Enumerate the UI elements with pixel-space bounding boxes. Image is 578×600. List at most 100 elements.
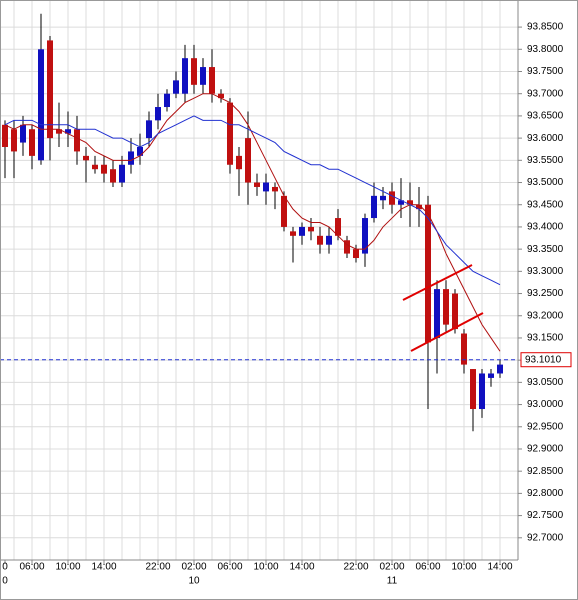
y-tick-label: 93.7000 xyxy=(527,88,564,99)
x-tick-label: 14:00 xyxy=(289,562,314,573)
candle-body xyxy=(488,373,494,378)
candle-body xyxy=(20,124,26,143)
y-tick-label: 93.1500 xyxy=(527,333,564,344)
candle-body xyxy=(74,129,80,152)
candle-body xyxy=(65,129,71,134)
y-tick-label: 93.5000 xyxy=(527,177,564,188)
candle-body xyxy=(137,146,143,156)
y-tick-label: 93.2500 xyxy=(527,288,564,299)
candle-body xyxy=(434,289,440,338)
x-tick-label: 02:00 xyxy=(181,562,206,573)
y-tick-label: 93.6500 xyxy=(527,111,564,122)
candle-body xyxy=(2,124,8,147)
candle-body xyxy=(389,191,395,205)
day-label: 11 xyxy=(387,576,398,587)
y-tick-label: 93.0500 xyxy=(527,377,564,388)
last-price-box xyxy=(520,352,572,368)
candle-body xyxy=(155,107,161,121)
candle-body xyxy=(146,120,152,139)
candle-body xyxy=(371,195,377,219)
x-tick-label: 10:00 xyxy=(451,562,476,573)
y-tick-label: 92.9000 xyxy=(527,444,564,455)
candle-body xyxy=(101,164,107,174)
candle-body xyxy=(308,226,314,232)
candle-body xyxy=(326,235,332,245)
y-tick-label: 92.8000 xyxy=(527,488,564,499)
candle-body xyxy=(281,195,287,227)
candle-body xyxy=(353,249,359,259)
candle-body xyxy=(38,49,44,161)
candle-body xyxy=(128,151,134,165)
candle-body xyxy=(92,164,98,170)
trend-line xyxy=(402,264,473,301)
x-tick-label: 10:00 xyxy=(55,562,80,573)
candle-body xyxy=(56,129,62,134)
x-tick-label: 14:00 xyxy=(91,562,116,573)
candle-body xyxy=(83,155,89,161)
candle-body xyxy=(119,164,125,183)
y-tick-label: 92.7500 xyxy=(527,510,564,521)
y-tick-label: 93.8500 xyxy=(527,22,564,33)
candle-body xyxy=(200,67,206,85)
candle-body xyxy=(443,289,449,325)
candle-body xyxy=(344,240,350,254)
x-tick-label: 14:00 xyxy=(487,562,512,573)
candle-body xyxy=(290,231,296,236)
x-tick-label: 06:00 xyxy=(217,562,242,573)
candle-body xyxy=(272,186,278,192)
candle-body xyxy=(254,182,260,187)
x-tick-label: 06:00 xyxy=(415,562,440,573)
day-label: 10 xyxy=(188,576,200,587)
day-label: 0 xyxy=(2,576,8,587)
candle-body xyxy=(497,364,503,374)
candle-body xyxy=(164,93,170,108)
y-tick-label: 93.6000 xyxy=(527,133,564,144)
y-tick-label: 93.8000 xyxy=(527,44,564,55)
plot xyxy=(0,13,518,432)
candle-body xyxy=(299,226,305,236)
candle-body xyxy=(11,129,17,152)
y-tick-label: 93.4500 xyxy=(527,199,564,210)
x-tick-label: 10:00 xyxy=(253,562,278,573)
y-tick-label: 92.7000 xyxy=(527,532,564,543)
y-tick-label: 93.5500 xyxy=(527,155,564,166)
trend-line xyxy=(410,312,484,352)
candle-body xyxy=(209,67,215,94)
candle-body xyxy=(191,58,197,85)
y-tick-label: 93.0000 xyxy=(527,399,564,410)
candle-body xyxy=(362,218,368,254)
candle-body xyxy=(416,204,422,210)
moving-average xyxy=(4,115,501,286)
candle-body xyxy=(461,333,467,365)
y-tick-label: 93.2000 xyxy=(527,310,564,321)
x-tick-label: 02:00 xyxy=(379,562,404,573)
y-tick-label: 93.3500 xyxy=(527,244,564,255)
x-tick-label: 22:00 xyxy=(343,562,368,573)
candle-body xyxy=(236,155,242,170)
moving-average xyxy=(4,93,501,352)
candle-body xyxy=(29,129,35,156)
candle-body xyxy=(173,80,179,94)
y-tick-label: 93.3000 xyxy=(527,266,564,277)
candle-body xyxy=(263,182,269,192)
x-tick-label: 0 xyxy=(2,562,8,573)
y-tick-label: 93.7500 xyxy=(527,66,564,77)
candle-body xyxy=(470,369,476,410)
candle-body xyxy=(227,102,233,165)
y-tick-label: 92.9500 xyxy=(527,421,564,432)
candle-body xyxy=(245,138,251,183)
axis-labels: 93.8500 93.8000 93.7500 93.7000 93.6500 93.60… xyxy=(2,22,572,587)
candle-body xyxy=(317,235,323,245)
last-price-label: 93.1010 xyxy=(525,354,562,365)
candle-body xyxy=(398,200,404,205)
candle-body xyxy=(407,200,413,205)
candle-body xyxy=(479,373,485,410)
candle-body xyxy=(380,195,386,201)
candle-body xyxy=(452,293,458,330)
candle-body xyxy=(218,93,224,99)
candle-body xyxy=(335,218,341,236)
candle-body xyxy=(47,40,53,139)
x-tick-label: 22:00 xyxy=(145,562,170,573)
